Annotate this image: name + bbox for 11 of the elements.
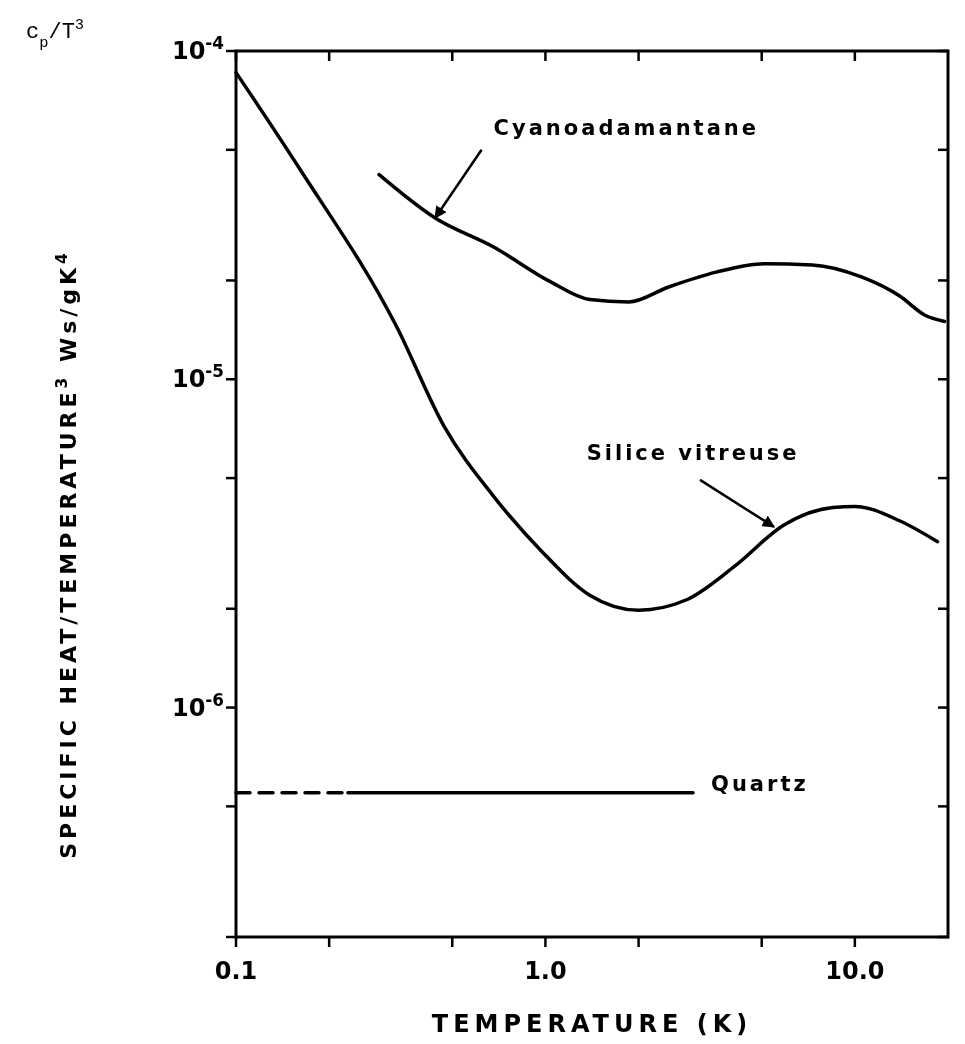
series-label: Quartz xyxy=(711,771,809,796)
x-axis-title: TEMPERATURE (K) xyxy=(431,1010,753,1038)
x-tick-label: 0.1 xyxy=(214,957,258,985)
y-tick-label: 10$^{-4}$ xyxy=(171,33,224,65)
text: Cyanoadamantane xyxy=(493,115,760,140)
text: c$_{p}$/T$^{3}$ xyxy=(26,16,85,52)
x-tick-label: 1.0 xyxy=(524,957,567,985)
text: Silice vitreuse xyxy=(586,440,800,465)
y-tick-label: 10$^{-5}$ xyxy=(171,361,224,394)
y-tick-label: 10$^{-6}$ xyxy=(171,689,224,722)
x-tick-label: 10.0 xyxy=(825,957,885,985)
